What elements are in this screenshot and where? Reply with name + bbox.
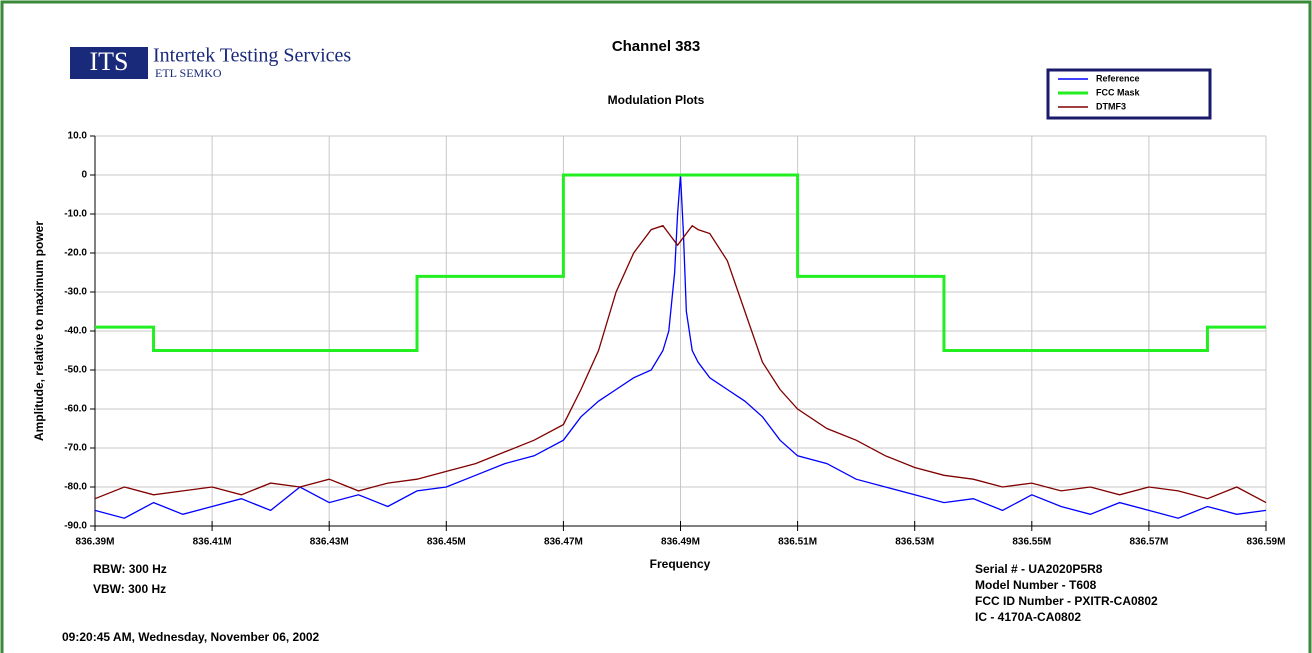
y-tick-label: -40.0 — [64, 326, 87, 337]
chart-title: Channel 383 — [612, 38, 700, 55]
x-axis-label: Frequency — [650, 557, 711, 571]
series-line — [95, 173, 1266, 352]
x-tick-label: 836.39M — [76, 537, 115, 548]
legend-label: DTMF3 — [1096, 101, 1126, 111]
legend-label: Reference — [1096, 73, 1140, 83]
x-tick-label: 836.45M — [427, 537, 466, 548]
series-line — [94, 224, 1267, 504]
note: Model Number - T608 — [975, 578, 1097, 592]
x-tick-label: 836.41M — [193, 537, 232, 548]
x-tick-label: 836.57M — [1129, 537, 1168, 548]
y-tick-label: -90.0 — [64, 521, 87, 532]
y-tick-label: -80.0 — [64, 482, 87, 493]
y-tick-label: 10.0 — [68, 131, 88, 142]
y-tick-label: -50.0 — [64, 365, 87, 376]
logo-mark: ITS — [90, 47, 129, 76]
x-tick-label: 836.59M — [1247, 537, 1286, 548]
logo-box — [70, 47, 148, 79]
y-axis-label: Amplitude, relative to maximum power — [32, 221, 46, 441]
note: RBW: 300 Hz — [93, 562, 167, 576]
y-tick-label: -60.0 — [64, 404, 87, 415]
x-tick-label: 836.55M — [1012, 537, 1051, 548]
note: VBW: 300 Hz — [93, 582, 166, 596]
note: Serial # - UA2020P5R8 — [975, 562, 1103, 576]
logo-sub: ETL SEMKO — [155, 66, 222, 80]
x-tick-label: 836.43M — [310, 537, 349, 548]
x-tick-label: 836.47M — [544, 537, 583, 548]
y-tick-label: 0 — [81, 170, 87, 181]
legend-label: FCC Mask — [1096, 87, 1141, 97]
note: FCC ID Number - PXITR-CA0802 — [975, 594, 1158, 608]
y-tick-label: -20.0 — [64, 248, 87, 259]
x-tick-label: 836.53M — [895, 537, 934, 548]
x-tick-label: 836.49M — [661, 537, 700, 548]
y-tick-label: -70.0 — [64, 443, 87, 454]
note: IC - 4170A-CA0802 — [975, 610, 1081, 624]
logo-name: Intertek Testing Services — [153, 45, 351, 67]
chart-subtitle: Modulation Plots — [608, 93, 705, 107]
y-tick-label: -30.0 — [64, 287, 87, 298]
timestamp: 09:20:45 AM, Wednesday, November 06, 200… — [62, 630, 320, 644]
x-tick-label: 836.51M — [778, 537, 817, 548]
y-tick-label: -10.0 — [64, 209, 87, 220]
